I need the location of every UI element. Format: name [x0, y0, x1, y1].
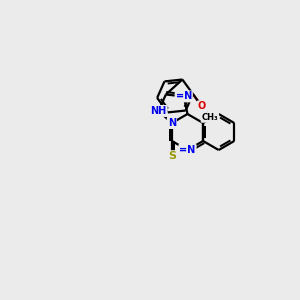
Text: S: S	[168, 151, 176, 161]
Text: =N: =N	[179, 145, 196, 155]
Text: NH: NH	[150, 106, 167, 116]
Text: =N: =N	[176, 92, 192, 101]
Text: N: N	[168, 118, 176, 128]
Text: O: O	[198, 101, 206, 112]
Text: CH₃: CH₃	[202, 113, 218, 122]
Text: N: N	[168, 118, 176, 128]
